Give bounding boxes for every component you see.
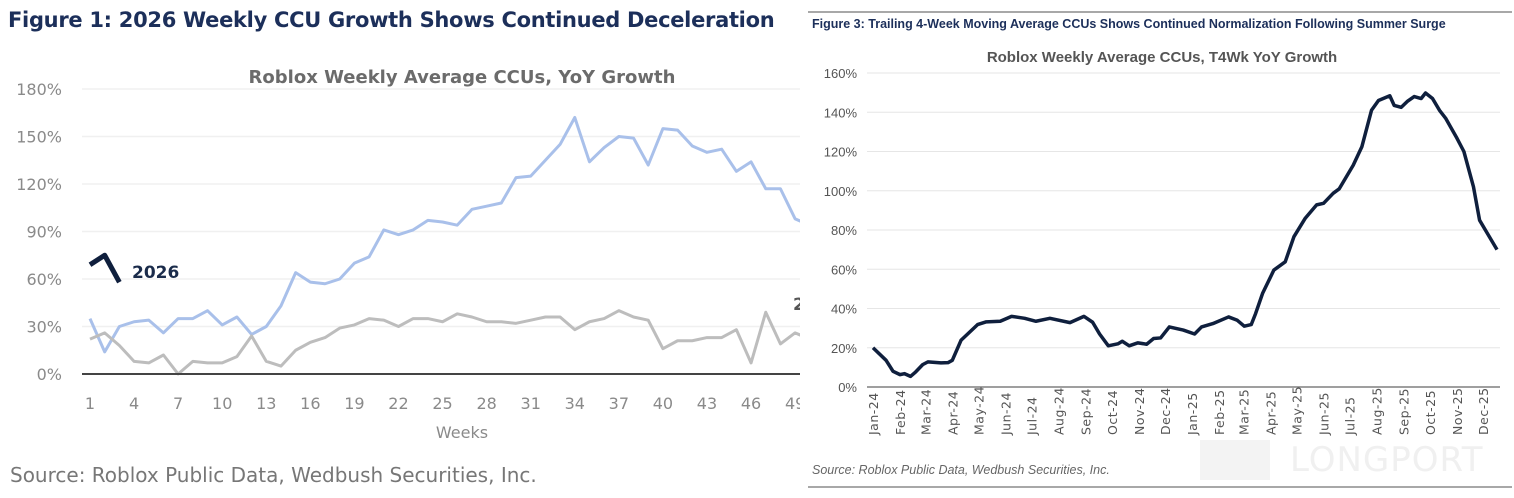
x-tick-label: 37 [609, 394, 629, 413]
x-tick-label: 31 [521, 394, 541, 413]
chart-title: Roblox Weekly Average CCUs, YoY Growth [249, 67, 676, 88]
y-tick-label: 90% [26, 223, 62, 242]
right-source-note: Source: Roblox Public Data, Wedbush Secu… [812, 463, 1110, 477]
y-tick-label: 120% [16, 175, 62, 194]
x-tick-label: Nov-24 [1132, 388, 1147, 435]
y-tick-label: 40% [831, 302, 857, 317]
x-tick-label: Sep-24 [1079, 388, 1094, 435]
x-tick-label: Jun-25 [1317, 392, 1332, 436]
x-tick-label: 4 [129, 394, 139, 413]
x-tick-label: Aug-24 [1052, 387, 1067, 435]
watermark-logo-icon [1200, 440, 1270, 480]
x-tick-label: Dec-25 [1476, 387, 1491, 435]
x-axis-title: Weeks [436, 423, 488, 442]
x-tick-label: 28 [476, 394, 496, 413]
x-tick-label: 46 [741, 394, 761, 413]
x-tick-label: Nov-25 [1450, 388, 1465, 435]
x-tick-label: 13 [256, 394, 276, 413]
y-tick-label: 160% [824, 66, 858, 81]
right-chart: Roblox Weekly Average CCUs, T4Wk YoY Gro… [824, 49, 1500, 437]
x-tick-label: Jan-25 [1185, 392, 1200, 436]
series-line-series-2 [89, 309, 800, 376]
bottom-divider [808, 486, 1512, 488]
series-line-series-1 [88, 116, 800, 354]
x-tick-label: Feb-24 [893, 389, 908, 435]
x-tick-label: May-24 [971, 386, 986, 435]
y-tick-label: 0% [838, 380, 857, 395]
x-tick-label: Aug-25 [1370, 387, 1385, 435]
y-tick-label: 30% [26, 318, 62, 337]
y-tick-label: 180% [16, 80, 62, 99]
y-tick-label: 0% [37, 365, 62, 384]
x-tick-label: May-25 [1290, 386, 1305, 435]
x-tick-label: Mar-25 [1236, 389, 1251, 435]
y-tick-label: 120% [824, 145, 858, 160]
series-label-2026: 2026 [132, 263, 179, 283]
x-tick-label: Jan-24 [866, 392, 881, 436]
x-tick-label: Oct-25 [1423, 390, 1438, 435]
x-tick-label: Jun-24 [998, 392, 1013, 436]
y-tick-label: 100% [824, 184, 858, 199]
y-tick-label: 140% [824, 105, 858, 120]
x-tick-label: 34 [565, 394, 585, 413]
y-tick-label: 80% [831, 223, 857, 238]
left-figure-title: Figure 1: 2026 Weekly CCU Growth Shows C… [8, 8, 775, 32]
x-tick-label: Sep-25 [1397, 388, 1412, 435]
x-tick-label: 49 [785, 394, 800, 413]
y-tick-label: 60% [831, 262, 857, 277]
series-line-2026 [88, 252, 122, 284]
x-tick-label: 7 [173, 394, 183, 413]
chart-title: Roblox Weekly Average CCUs, T4Wk YoY Gro… [987, 49, 1337, 66]
x-tick-label: 25 [432, 394, 452, 413]
series-label-clipped: 2 [793, 295, 800, 315]
left-chart: Roblox Weekly Average CCUs, YoY Growth 0%… [16, 67, 800, 442]
y-tick-label: 20% [831, 341, 857, 356]
y-tick-label: 60% [26, 270, 62, 289]
watermark: LONGPORT [1290, 440, 1484, 480]
left-source-note: Source: Roblox Public Data, Wedbush Secu… [10, 463, 537, 487]
series-line-t4wk-yoy [871, 91, 1499, 379]
x-tick-label: 16 [300, 394, 320, 413]
x-tick-label: Oct-24 [1105, 390, 1120, 435]
x-tick-label: Mar-24 [918, 389, 933, 435]
x-tick-label: 19 [344, 394, 364, 413]
x-tick-label: Jul-25 [1343, 397, 1358, 437]
x-tick-label: Jul-24 [1025, 397, 1040, 437]
right-figure-title: Figure 3: Trailing 4-Week Moving Average… [812, 17, 1446, 31]
x-tick-label: 10 [212, 394, 232, 413]
x-tick-label: Apr-25 [1263, 391, 1278, 435]
x-tick-label: 1 [85, 394, 95, 413]
y-tick-label: 150% [16, 128, 62, 147]
x-tick-label: Apr-24 [945, 391, 960, 435]
top-divider [808, 11, 1512, 13]
x-tick-label: 22 [388, 394, 408, 413]
x-tick-label: 43 [697, 394, 717, 413]
x-tick-label: 40 [653, 394, 673, 413]
x-tick-label: Feb-25 [1212, 389, 1227, 435]
x-tick-label: Dec-24 [1158, 387, 1173, 435]
